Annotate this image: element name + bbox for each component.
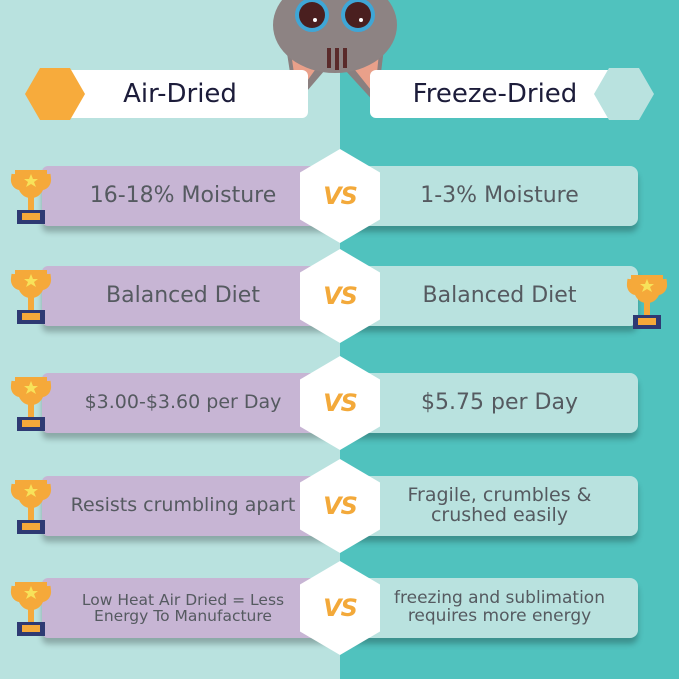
- freeze-dried-cell: Balanced Diet: [345, 266, 638, 326]
- cat-illustration: [273, 0, 397, 105]
- vs-label: VS: [323, 594, 358, 622]
- freeze-dried-cell: $5.75 per Day: [345, 373, 638, 433]
- air-dried-header: Air-Dried: [52, 70, 308, 118]
- vs-label: VS: [323, 389, 358, 417]
- trophy-icon: [9, 166, 53, 226]
- air-dried-cell: Balanced Diet: [42, 266, 332, 326]
- air-dried-text: $3.00-$3.60 per Day: [84, 391, 282, 414]
- freeze-dried-header: Freeze-Dried: [370, 70, 620, 118]
- trophy-icon: [9, 373, 53, 433]
- vs-label: VS: [323, 492, 358, 520]
- vs-label: VS: [323, 282, 358, 310]
- air-dried-cell: Resists crumbling apart: [42, 476, 332, 536]
- freeze-dried-cell: Fragile, crumbles & crushed easily: [345, 476, 638, 536]
- trophy-icon: [625, 271, 669, 331]
- air-dried-text: Resists crumbling apart: [70, 494, 296, 517]
- freeze-dried-text: Fragile, crumbles & crushed easily: [407, 484, 592, 526]
- trophy-icon: [9, 578, 53, 638]
- freeze-dried-text: freezing and sublimation requires more e…: [394, 588, 605, 626]
- freeze-dried-cell: freezing and sublimation requires more e…: [345, 578, 638, 638]
- trophy-icon: [9, 476, 53, 536]
- freeze-dried-cell: 1-3% Moisture: [345, 166, 638, 226]
- air-dried-cell: Low Heat Air Dried = Less Energy To Manu…: [42, 578, 332, 638]
- air-dried-text: 16-18% Moisture: [89, 183, 277, 209]
- air-dried-cell: $3.00-$3.60 per Day: [42, 373, 332, 433]
- trophy-icon: [9, 266, 53, 326]
- freeze-dried-text: 1-3% Moisture: [420, 183, 579, 209]
- vs-badge: VS: [300, 561, 380, 655]
- air-dried-label: Air-Dried: [123, 79, 237, 109]
- air-dried-text: Balanced Diet: [106, 283, 260, 309]
- freeze-dried-text: Balanced Diet: [422, 283, 577, 309]
- vs-label: VS: [323, 182, 358, 210]
- freeze-dried-text: $5.75 per Day: [421, 390, 578, 416]
- air-dried-cell: 16-18% Moisture: [42, 166, 332, 226]
- vs-badge: VS: [300, 149, 380, 243]
- air-dried-text: Low Heat Air Dried = Less Energy To Manu…: [81, 590, 285, 625]
- freeze-dried-label: Freeze-Dried: [412, 79, 578, 109]
